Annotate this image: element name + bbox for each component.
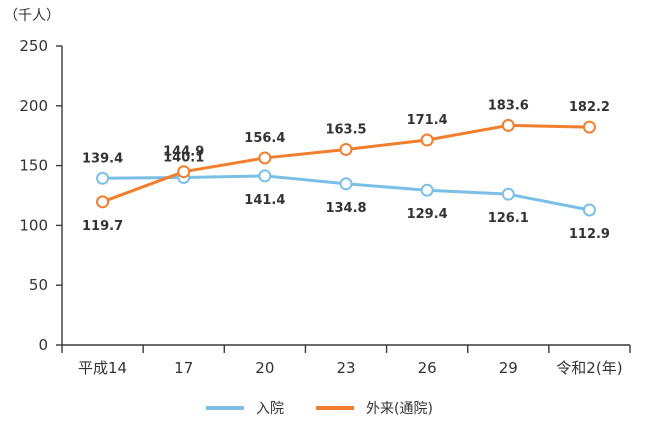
data-point [582, 203, 596, 217]
data-point [582, 120, 596, 134]
data-label: 156.4 [244, 131, 285, 146]
x-tick-label: 令和2(年) [556, 359, 622, 377]
data-label: 139.4 [82, 151, 123, 166]
axes [61, 46, 630, 346]
data-label: 119.7 [82, 219, 123, 234]
x-tick-label: 平成14 [78, 359, 127, 377]
y-tick-label: 0 [38, 336, 48, 354]
data-label: 182.2 [569, 100, 610, 115]
data-label: 129.4 [407, 207, 448, 222]
data-point [339, 142, 353, 156]
data-labels: 139.4 140.1 141.4 134.8 129.4 126.1 112.9 119.7… [82, 98, 610, 242]
legend: 入院 外来(通院) [206, 401, 433, 417]
data-point [420, 183, 434, 197]
series-lines [102, 123, 590, 212]
x-axis-ticks: 平成14 17 20 23 26 29 令和2(年) [61, 345, 631, 377]
y-tick-label: 100 [19, 216, 48, 234]
data-label: 134.8 [325, 201, 366, 216]
data-label: 126.1 [488, 211, 529, 226]
y-axis-ticks: 0 50 100 150 200 250 [19, 37, 62, 354]
data-point [420, 133, 434, 147]
data-label: 171.4 [407, 113, 448, 128]
data-point [96, 195, 110, 209]
x-tick-label: 17 [174, 359, 193, 377]
data-label: 144.9 [163, 145, 204, 160]
data-label: 112.9 [569, 227, 610, 242]
data-point [177, 165, 191, 179]
data-point [96, 171, 110, 185]
data-point [258, 151, 272, 165]
x-tick-label: 26 [418, 359, 437, 377]
series-points [96, 118, 596, 217]
data-point [339, 177, 353, 191]
data-label: 140.1 [163, 150, 204, 165]
data-label: 163.5 [325, 122, 366, 137]
legend-label: 外来(通院) [366, 401, 433, 417]
data-point [258, 169, 272, 183]
y-unit-label: （千人） [4, 8, 60, 24]
data-label: 141.4 [244, 193, 285, 208]
x-tick-label: 20 [255, 359, 274, 377]
x-tick-label: 29 [499, 359, 518, 377]
data-point [501, 118, 515, 132]
y-tick-label: 200 [19, 97, 48, 115]
data-label: 183.6 [488, 98, 529, 113]
x-tick-label: 23 [336, 359, 355, 377]
y-tick-label: 50 [29, 276, 48, 294]
y-tick-label: 250 [19, 37, 48, 55]
y-tick-label: 150 [19, 157, 48, 175]
legend-label: 入院 [256, 401, 284, 417]
data-point [501, 187, 515, 201]
